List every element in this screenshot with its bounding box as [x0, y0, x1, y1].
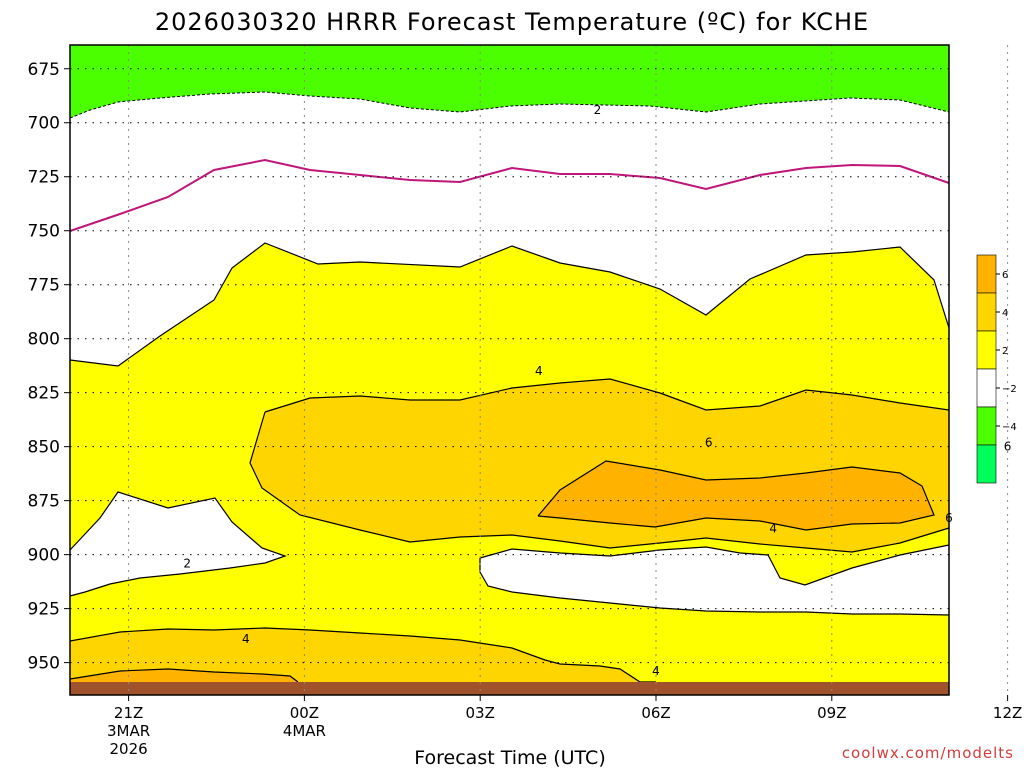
- plus6-band-surface: [70, 669, 298, 682]
- y-tick-label: 825: [28, 384, 60, 404]
- contour-label: 6: [705, 435, 713, 449]
- contour-label: 2: [594, 103, 602, 117]
- x-axis-label: Forecast Time (UTC): [414, 747, 605, 768]
- x-tick-label: 06Z: [641, 704, 670, 722]
- colorbar-bin: [976, 292, 997, 332]
- plus2-contour-left: [69, 491, 287, 597]
- y-tick-label: 875: [28, 492, 60, 512]
- credit-link[interactable]: coolwx.com/modelts: [842, 744, 1014, 762]
- contour-label: 4: [242, 632, 250, 646]
- plot-frame: [69, 44, 950, 696]
- x-tick-label: 12Z: [993, 704, 1022, 722]
- plus2-contour-right: [479, 544, 950, 616]
- contour-label: 4: [652, 664, 660, 678]
- colorbar-label: −4: [1002, 422, 1017, 433]
- minus2-band: [70, 45, 949, 118]
- colorbar: 6 4 2 −2 −4: [976, 254, 1017, 484]
- plus2-contour-upper: [69, 242, 950, 367]
- colorbar-bin: [976, 254, 997, 294]
- x-tick-label: 4MAR: [283, 722, 326, 740]
- y-tick-label: 700: [28, 114, 60, 134]
- colorbar-label: 6: [1002, 270, 1008, 281]
- y-tick-label: 775: [28, 276, 60, 296]
- x-tick-label: 03Z: [466, 704, 495, 722]
- y-tick-label: 925: [28, 600, 60, 620]
- zero-degree-line: [69, 158, 950, 232]
- contour-labels: 2 4 6 6 6 4 2 4 4: [183, 103, 1012, 678]
- colorbar-bin: [976, 368, 997, 408]
- plus6-band: [538, 461, 934, 530]
- colorbar-label: 4: [1002, 308, 1008, 319]
- y-tick-label: 725: [28, 168, 60, 188]
- ground: [70, 682, 949, 695]
- colorbar-bin: [976, 444, 997, 484]
- below2-right-pocket: [480, 545, 949, 615]
- plot-area: [69, 44, 1009, 696]
- contour-label: 4: [769, 522, 777, 536]
- colorbar-label: 2: [1002, 346, 1008, 357]
- minus2-contour: [69, 91, 950, 119]
- contour-label: 6: [1004, 440, 1012, 454]
- y-tick-label: 750: [28, 222, 60, 242]
- colorbar-bin: [976, 330, 997, 370]
- y-tick-label: 800: [28, 330, 60, 350]
- contour-label: 4: [535, 364, 543, 378]
- x-tick-label: 3MAR: [107, 722, 150, 740]
- x-tick-label: 21Z: [114, 704, 143, 722]
- plus4-contour-mid: [249, 378, 950, 553]
- y-tick-label: 675: [28, 60, 60, 80]
- y-axis: 675 700 725 750 775 800 825 850 875 900 925 950: [28, 60, 70, 674]
- below2-left-pocket: [70, 492, 285, 596]
- y-tick-label: 950: [28, 654, 60, 674]
- colorbar-bin: [976, 406, 997, 446]
- x-tick-label: 09Z: [817, 704, 846, 722]
- plus4-contour-lower: [69, 627, 656, 683]
- x-tick-label: 2026: [110, 740, 148, 758]
- x-tick-label: 00Z: [290, 704, 319, 722]
- plus6-contour-surface: [69, 668, 299, 683]
- contour-label: 6: [945, 511, 953, 525]
- plus6-contour: [537, 460, 935, 531]
- colorbar-label: −2: [1002, 384, 1017, 395]
- contour-label: 2: [183, 556, 191, 570]
- chart-title: 2026030320 HRRR Forecast Temperature (ºC…: [155, 8, 869, 36]
- y-tick-label: 900: [28, 546, 60, 566]
- y-tick-label: 850: [28, 438, 60, 458]
